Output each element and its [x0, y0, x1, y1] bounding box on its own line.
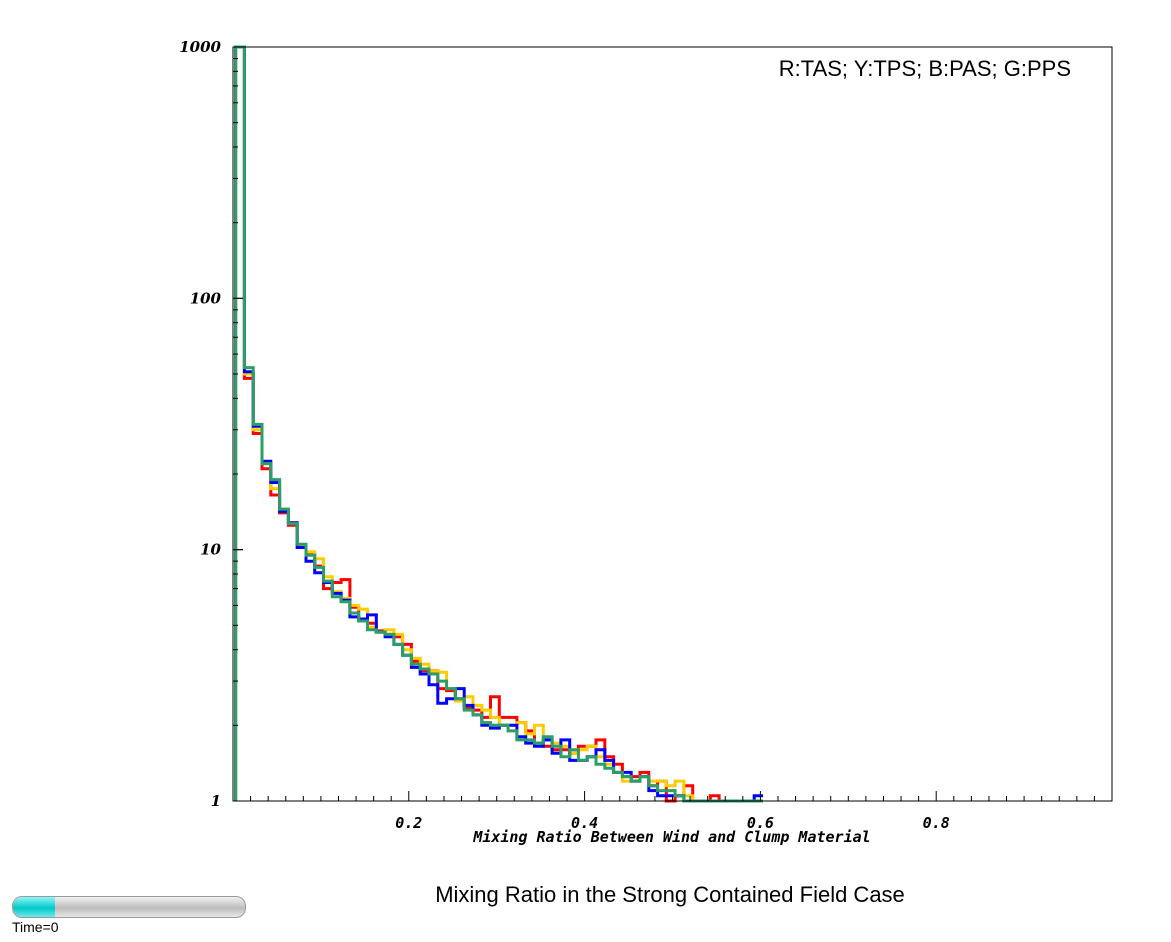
tick-layer: 0.2 0.4 0.6 0.8 1 10 100 1000 [179, 38, 1095, 832]
plot-frame [232, 46, 1113, 802]
series-tps-line [234, 45, 763, 803]
x-tick-label: 0.6 [747, 814, 774, 832]
x-tick-label: 0.2 [395, 814, 422, 832]
y-tick-label: 1000 [179, 38, 221, 56]
chart-title: Mixing Ratio in the Strong Contained Fie… [435, 882, 905, 907]
series-tas-line [234, 45, 763, 803]
x-axis-label: Mixing Ratio Between Wind and Clump Mate… [472, 828, 870, 846]
y-tick-label: 10 [200, 541, 221, 559]
time-slider[interactable] [12, 896, 246, 918]
time-slider-fill [13, 897, 55, 917]
y-tick-label: 100 [190, 289, 222, 307]
y-tick-label: 1 [211, 792, 221, 810]
legend-text: R:TAS; Y:TPS; B:PAS; G:PPS [779, 56, 1071, 81]
series-pas-line [234, 45, 763, 803]
x-tick-label: 0.4 [571, 814, 598, 832]
time-label: Time=0 [12, 919, 59, 935]
series-pps-line [234, 45, 763, 803]
x-tick-label: 0.8 [923, 814, 950, 832]
series-layer [234, 45, 763, 803]
